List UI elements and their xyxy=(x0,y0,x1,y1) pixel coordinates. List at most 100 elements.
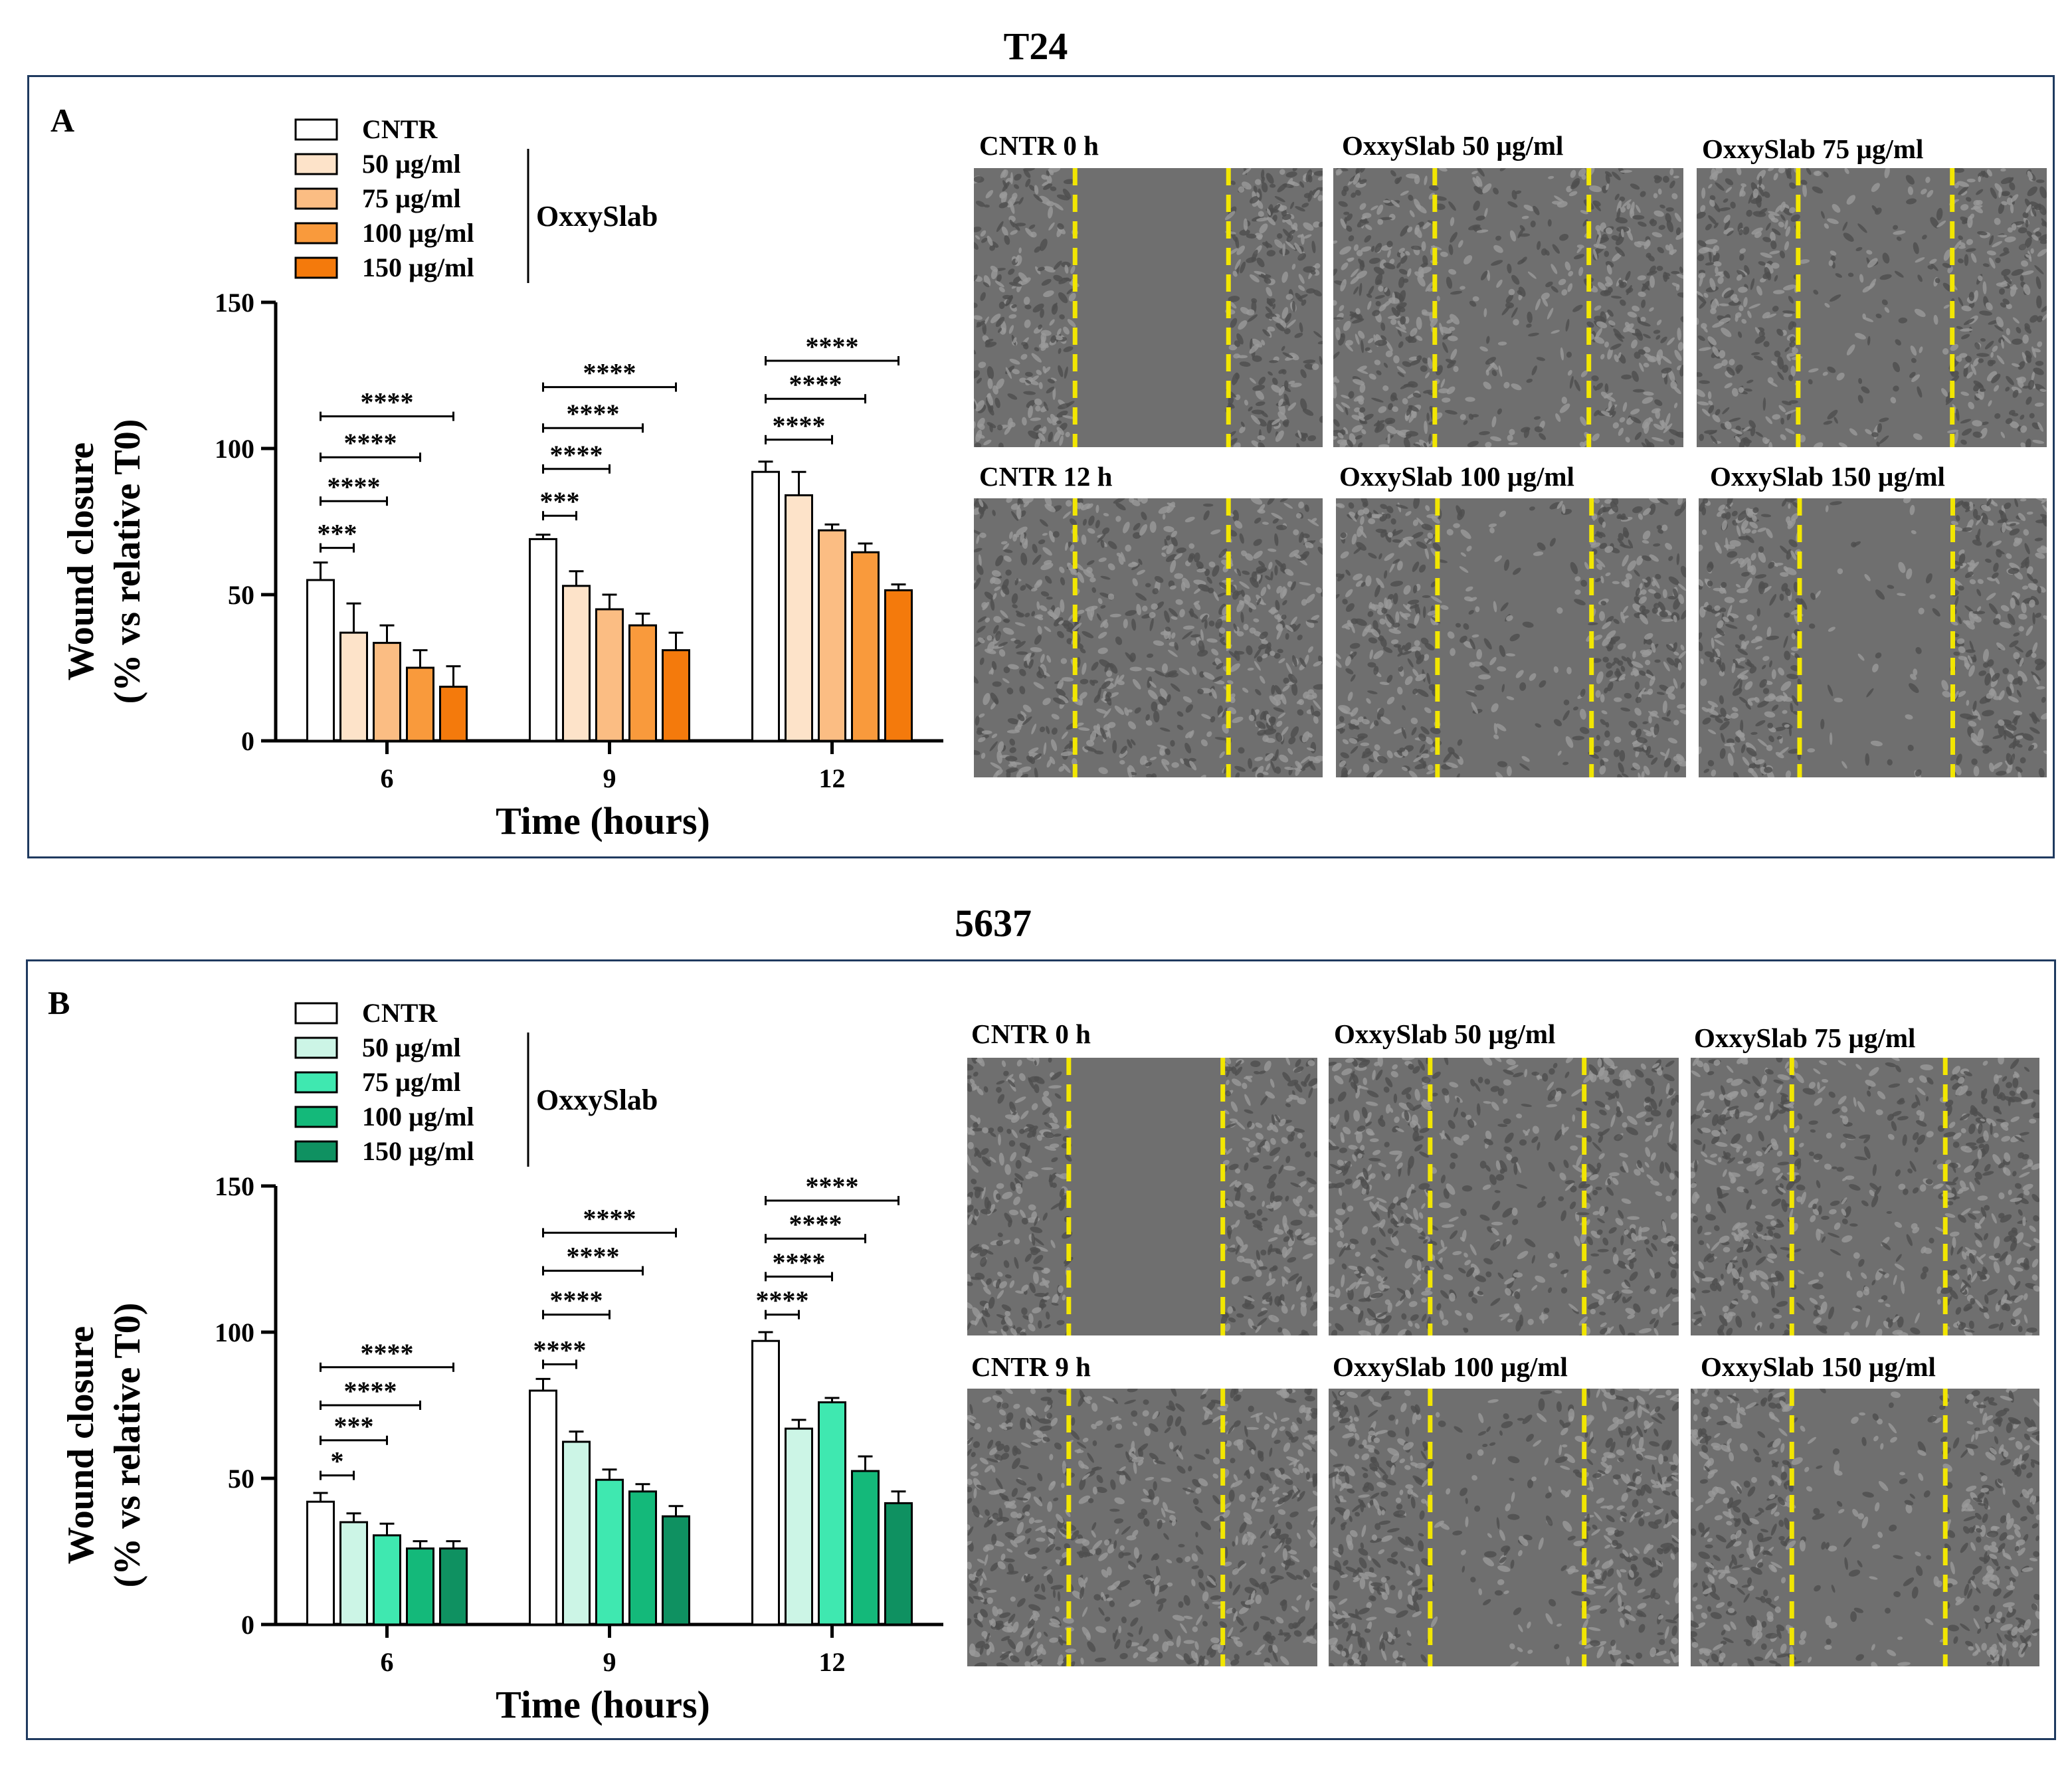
cell xyxy=(1091,662,1099,671)
cell xyxy=(1059,566,1065,573)
cell xyxy=(1048,222,1055,231)
cell xyxy=(1643,765,1650,775)
cell xyxy=(1238,186,1245,193)
cell xyxy=(1535,723,1542,728)
cell xyxy=(1004,1164,1011,1175)
cell xyxy=(1650,1110,1661,1117)
cell xyxy=(1622,605,1628,614)
cell xyxy=(1963,501,1970,507)
cell xyxy=(1023,501,1030,508)
cell xyxy=(1661,524,1668,532)
cell xyxy=(1980,338,1986,342)
cell xyxy=(979,511,985,520)
cell xyxy=(1368,338,1374,344)
cell xyxy=(1049,1143,1060,1149)
micrograph-canvas xyxy=(1329,1058,1679,1335)
cell xyxy=(1333,240,1338,244)
cell xyxy=(1507,435,1513,442)
cell xyxy=(1009,1101,1016,1113)
cell xyxy=(2016,735,2024,739)
cell xyxy=(1397,749,1403,756)
cell xyxy=(1244,1109,1254,1114)
cell xyxy=(997,1126,1004,1133)
cell xyxy=(1384,287,1388,292)
cell xyxy=(1394,177,1400,185)
cell xyxy=(1373,420,1385,427)
cell xyxy=(1440,379,1446,388)
cell xyxy=(1997,235,2008,238)
cell xyxy=(1994,217,2001,225)
cell xyxy=(1224,1058,1232,1064)
cell xyxy=(1398,268,1408,275)
cell xyxy=(1766,635,1780,640)
cell xyxy=(2037,422,2044,432)
cell xyxy=(2032,579,2038,584)
cell xyxy=(1700,678,1707,686)
cell xyxy=(1029,756,1036,764)
cell xyxy=(1669,180,1675,189)
cell xyxy=(1640,316,1646,322)
cell xyxy=(1996,316,2004,328)
cell xyxy=(1035,405,1041,412)
cell xyxy=(1115,637,1123,645)
cell xyxy=(1932,608,1940,617)
cell xyxy=(1709,656,1715,662)
cell xyxy=(1224,1323,1231,1331)
cell xyxy=(1210,529,1221,535)
cell xyxy=(1288,381,1295,385)
cell xyxy=(1607,347,1613,360)
cell xyxy=(1347,769,1352,775)
cell xyxy=(1718,504,1725,512)
cell xyxy=(1413,1274,1421,1285)
cell xyxy=(1858,377,1863,384)
cell xyxy=(1979,384,1984,391)
cell xyxy=(1300,398,1307,411)
cell xyxy=(2014,498,2018,508)
cell xyxy=(1879,274,1892,280)
cell xyxy=(1302,409,1314,416)
cell xyxy=(1442,397,1451,403)
cell xyxy=(1297,430,1302,439)
cell xyxy=(1697,335,1705,342)
cell xyxy=(1005,294,1013,306)
cell xyxy=(1277,1327,1283,1333)
cell xyxy=(1739,599,1748,603)
cell xyxy=(1601,234,1608,241)
cell xyxy=(1407,268,1412,277)
cell xyxy=(1232,510,1239,522)
cell xyxy=(972,1128,983,1131)
cell xyxy=(1262,1145,1269,1149)
cell xyxy=(1427,764,1434,771)
cell xyxy=(1678,594,1685,605)
cell xyxy=(1290,726,1299,738)
cell xyxy=(1641,299,1646,308)
cell xyxy=(1799,435,1806,442)
cell xyxy=(1349,642,1361,649)
cell xyxy=(1984,746,1992,752)
cell xyxy=(1015,223,1026,227)
cell xyxy=(1622,555,1629,567)
cell xyxy=(2038,234,2047,241)
cell xyxy=(1981,512,1988,525)
cell xyxy=(2002,668,2010,674)
cell xyxy=(1267,584,1271,590)
cell xyxy=(1256,1250,1260,1261)
cell xyxy=(1063,346,1074,352)
cell xyxy=(1271,1114,1275,1126)
cell xyxy=(1635,728,1642,738)
cell xyxy=(1606,616,1614,623)
cell xyxy=(1375,1069,1383,1080)
cell xyxy=(1962,428,1972,436)
cell xyxy=(2018,613,2027,620)
cell xyxy=(1972,420,1983,427)
cell xyxy=(1419,564,1426,573)
cell xyxy=(1721,520,1727,531)
cell xyxy=(1403,585,1411,595)
cell xyxy=(1705,223,1712,231)
cell xyxy=(1301,1232,1310,1239)
cell xyxy=(1570,561,1578,575)
cell xyxy=(1846,344,1855,355)
cell xyxy=(1428,193,1436,200)
cell xyxy=(1303,1073,1311,1085)
cell xyxy=(1306,747,1315,751)
